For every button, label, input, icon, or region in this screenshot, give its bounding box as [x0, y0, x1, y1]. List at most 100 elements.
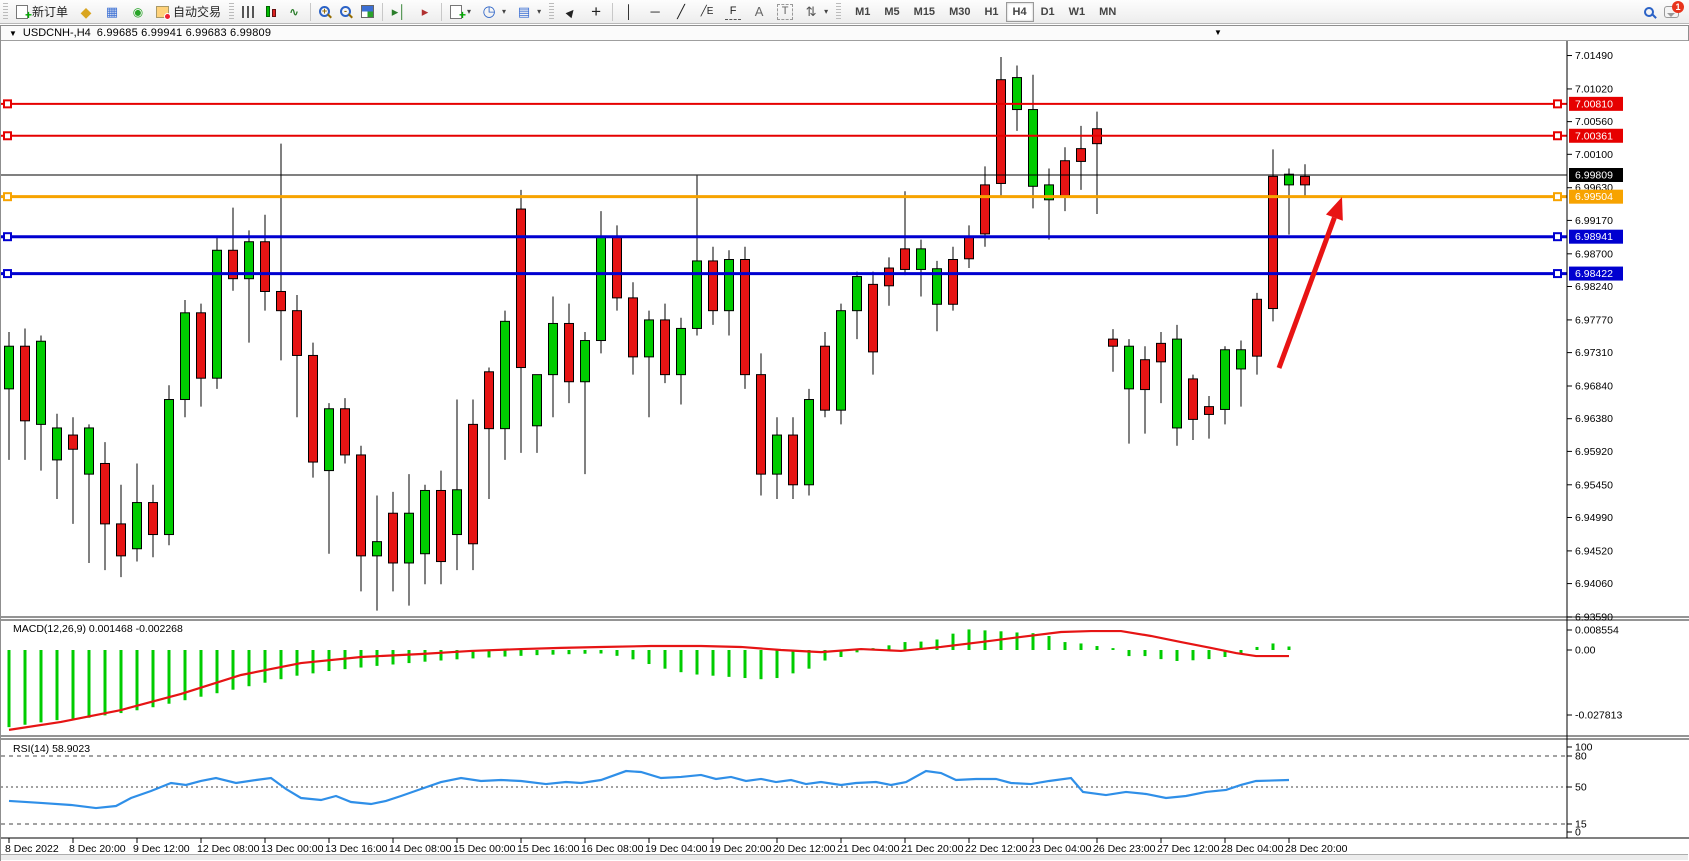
candle-body	[964, 236, 974, 260]
zoom-out-button[interactable]: -	[335, 3, 356, 20]
line-anchor-marker[interactable]	[1553, 131, 1562, 141]
line-anchor-marker[interactable]	[1553, 269, 1562, 279]
line-anchor-marker[interactable]	[3, 99, 12, 109]
chart-shift-button[interactable]: ▸│	[386, 1, 412, 23]
line-anchor-marker[interactable]	[3, 131, 12, 141]
zoom-in-icon: +	[319, 6, 331, 17]
chart-canvas[interactable]: MACD(12,26,9) 0.001468 -0.002268 RSI(14) …	[1, 41, 1689, 861]
line-anchor-marker[interactable]	[3, 192, 12, 202]
fibonacci-tool-button[interactable]: F	[720, 1, 746, 23]
candle-body	[420, 489, 430, 555]
tile-windows-icon	[361, 5, 375, 18]
signals-button[interactable]: ◉	[125, 1, 151, 23]
line-anchor-marker[interactable]	[1553, 99, 1562, 109]
candle-body	[100, 462, 110, 525]
window-bottom-edge	[1, 854, 1688, 860]
candle-body	[196, 312, 206, 379]
price-axis[interactable]: 7.014907.010207.005607.001006.996306.991…	[1, 41, 1689, 839]
template-icon: ▤	[517, 4, 531, 19]
candle-chart-button[interactable]	[261, 3, 281, 20]
chat-icon[interactable]: 1	[1664, 0, 1684, 18]
templates-button[interactable]: ▤ ▾	[511, 1, 546, 23]
tile-windows-button[interactable]	[356, 2, 379, 21]
chart-title-bar[interactable]: ▼ USDCNH-,H4 6.99685 6.99941 6.99683 6.9…	[1, 26, 1688, 41]
crosshair-tool-button[interactable]: +	[583, 1, 609, 23]
candle-body	[868, 283, 878, 353]
line-anchor-marker[interactable]	[3, 269, 12, 279]
fibonacci-icon: F	[725, 4, 742, 20]
market-depth-button[interactable]: ◆	[73, 1, 99, 23]
text-tool-button[interactable]: A	[746, 1, 772, 23]
timeframe-button-M1[interactable]: M1	[855, 5, 871, 18]
new-order-button[interactable]: + 新订单	[11, 0, 73, 23]
time-axis[interactable]: 8 Dec 2022 8 Dec 20:00 9 Dec 12:00 12 Dec 0…	[5, 838, 1348, 855]
line-anchor-marker[interactable]	[3, 232, 12, 242]
strategy-tester-button[interactable]: ▦	[99, 1, 125, 23]
candle-body	[820, 345, 830, 411]
candle-body	[276, 290, 286, 312]
timeframe-button-H4[interactable]: H4	[1005, 1, 1034, 22]
periods-button[interactable]: ◷ ▾	[476, 1, 511, 23]
candle-body	[644, 319, 654, 358]
trendline-icon: ╱	[677, 4, 685, 19]
line-anchor-marker[interactable]	[1553, 192, 1562, 202]
indicators-button[interactable]: + ▾	[445, 2, 476, 22]
candle-body	[244, 241, 254, 280]
line-anchor-marker[interactable]	[1553, 232, 1562, 242]
candle-body	[1156, 342, 1166, 363]
price-badge-bg	[1569, 96, 1623, 111]
main-toolbar: + 新订单 ◆ ▦ ◉ 自动交易 ∿ + - ▸│ ▸ + ▾	[0, 0, 1689, 24]
toolbar-grip	[3, 2, 8, 21]
candle-body	[436, 489, 446, 563]
line-chart-icon: ∿	[289, 4, 300, 19]
time-tick-label: 13 Dec 16:00	[325, 843, 388, 855]
candle-body	[660, 319, 670, 376]
timeframe-button-W1[interactable]: W1	[1068, 5, 1086, 18]
objects-tool-button[interactable]: ⇅ ▾	[798, 1, 833, 23]
timeframe-button-D1[interactable]: D1	[1040, 5, 1055, 18]
indicators-icon: +	[450, 4, 466, 22]
timeframe-button-M5[interactable]: M5	[884, 5, 900, 18]
channel-tool-button[interactable]: ╱E	[694, 1, 720, 23]
candle-body	[356, 454, 366, 557]
horizontal-line-icon: ─	[650, 4, 660, 19]
toolbar-separator	[310, 2, 312, 21]
timeframe-button-M15[interactable]: M15	[913, 5, 936, 18]
zoom-in-button[interactable]: +	[314, 3, 335, 20]
price-badge: 7.00361	[1569, 128, 1623, 143]
gold-icon: ◆	[80, 3, 92, 20]
price-tick-label: 6.94060	[1575, 578, 1613, 590]
hline-tool-button[interactable]: ─	[642, 1, 668, 23]
bar-chart-button[interactable]	[237, 3, 261, 21]
price-badge-label: 7.00361	[1575, 130, 1613, 142]
auto-scroll-icon: ▸	[421, 4, 429, 19]
label-tool-button[interactable]: T	[772, 1, 798, 23]
search-icon[interactable]	[1644, 6, 1654, 17]
timeframe-button-MN[interactable]: MN	[1099, 5, 1117, 18]
price-tick-label: 6.96840	[1575, 381, 1613, 393]
chart-symbol-period: USDCNH-,H4	[22, 27, 91, 39]
macd-pane: MACD(12,26,9) 0.001468 -0.002268	[7, 623, 1291, 731]
auto-scroll-button[interactable]: ▸	[412, 1, 438, 23]
candle-body	[132, 502, 142, 550]
vline-tool-button[interactable]: │	[616, 1, 642, 23]
autotrade-button[interactable]: 自动交易	[151, 0, 226, 23]
line-chart-button[interactable]: ∿	[281, 1, 307, 23]
candle-body	[1044, 184, 1054, 201]
price-tick-label: 6.98240	[1575, 281, 1613, 293]
price-badge: 6.98422	[1569, 266, 1623, 281]
cursor-tool-button[interactable]: ►	[557, 1, 583, 23]
trend-arrow-annotation[interactable]	[1276, 197, 1343, 369]
candle-body	[1076, 148, 1086, 162]
rsi-tick-label: 0	[1575, 827, 1581, 839]
chart-dropdown-icon[interactable]: ▼	[9, 28, 17, 38]
candle-body	[900, 248, 910, 270]
autotrade-label: 自动交易	[173, 5, 222, 19]
candle-body	[292, 310, 302, 356]
trendline-tool-button[interactable]: ╱	[668, 1, 694, 23]
candle-body	[260, 241, 270, 292]
timeframe-button-M30[interactable]: M30	[949, 5, 971, 18]
text-icon: A	[754, 4, 764, 19]
timeframe-button-H1[interactable]: H1	[984, 5, 999, 18]
toolbar-grip	[836, 2, 842, 21]
